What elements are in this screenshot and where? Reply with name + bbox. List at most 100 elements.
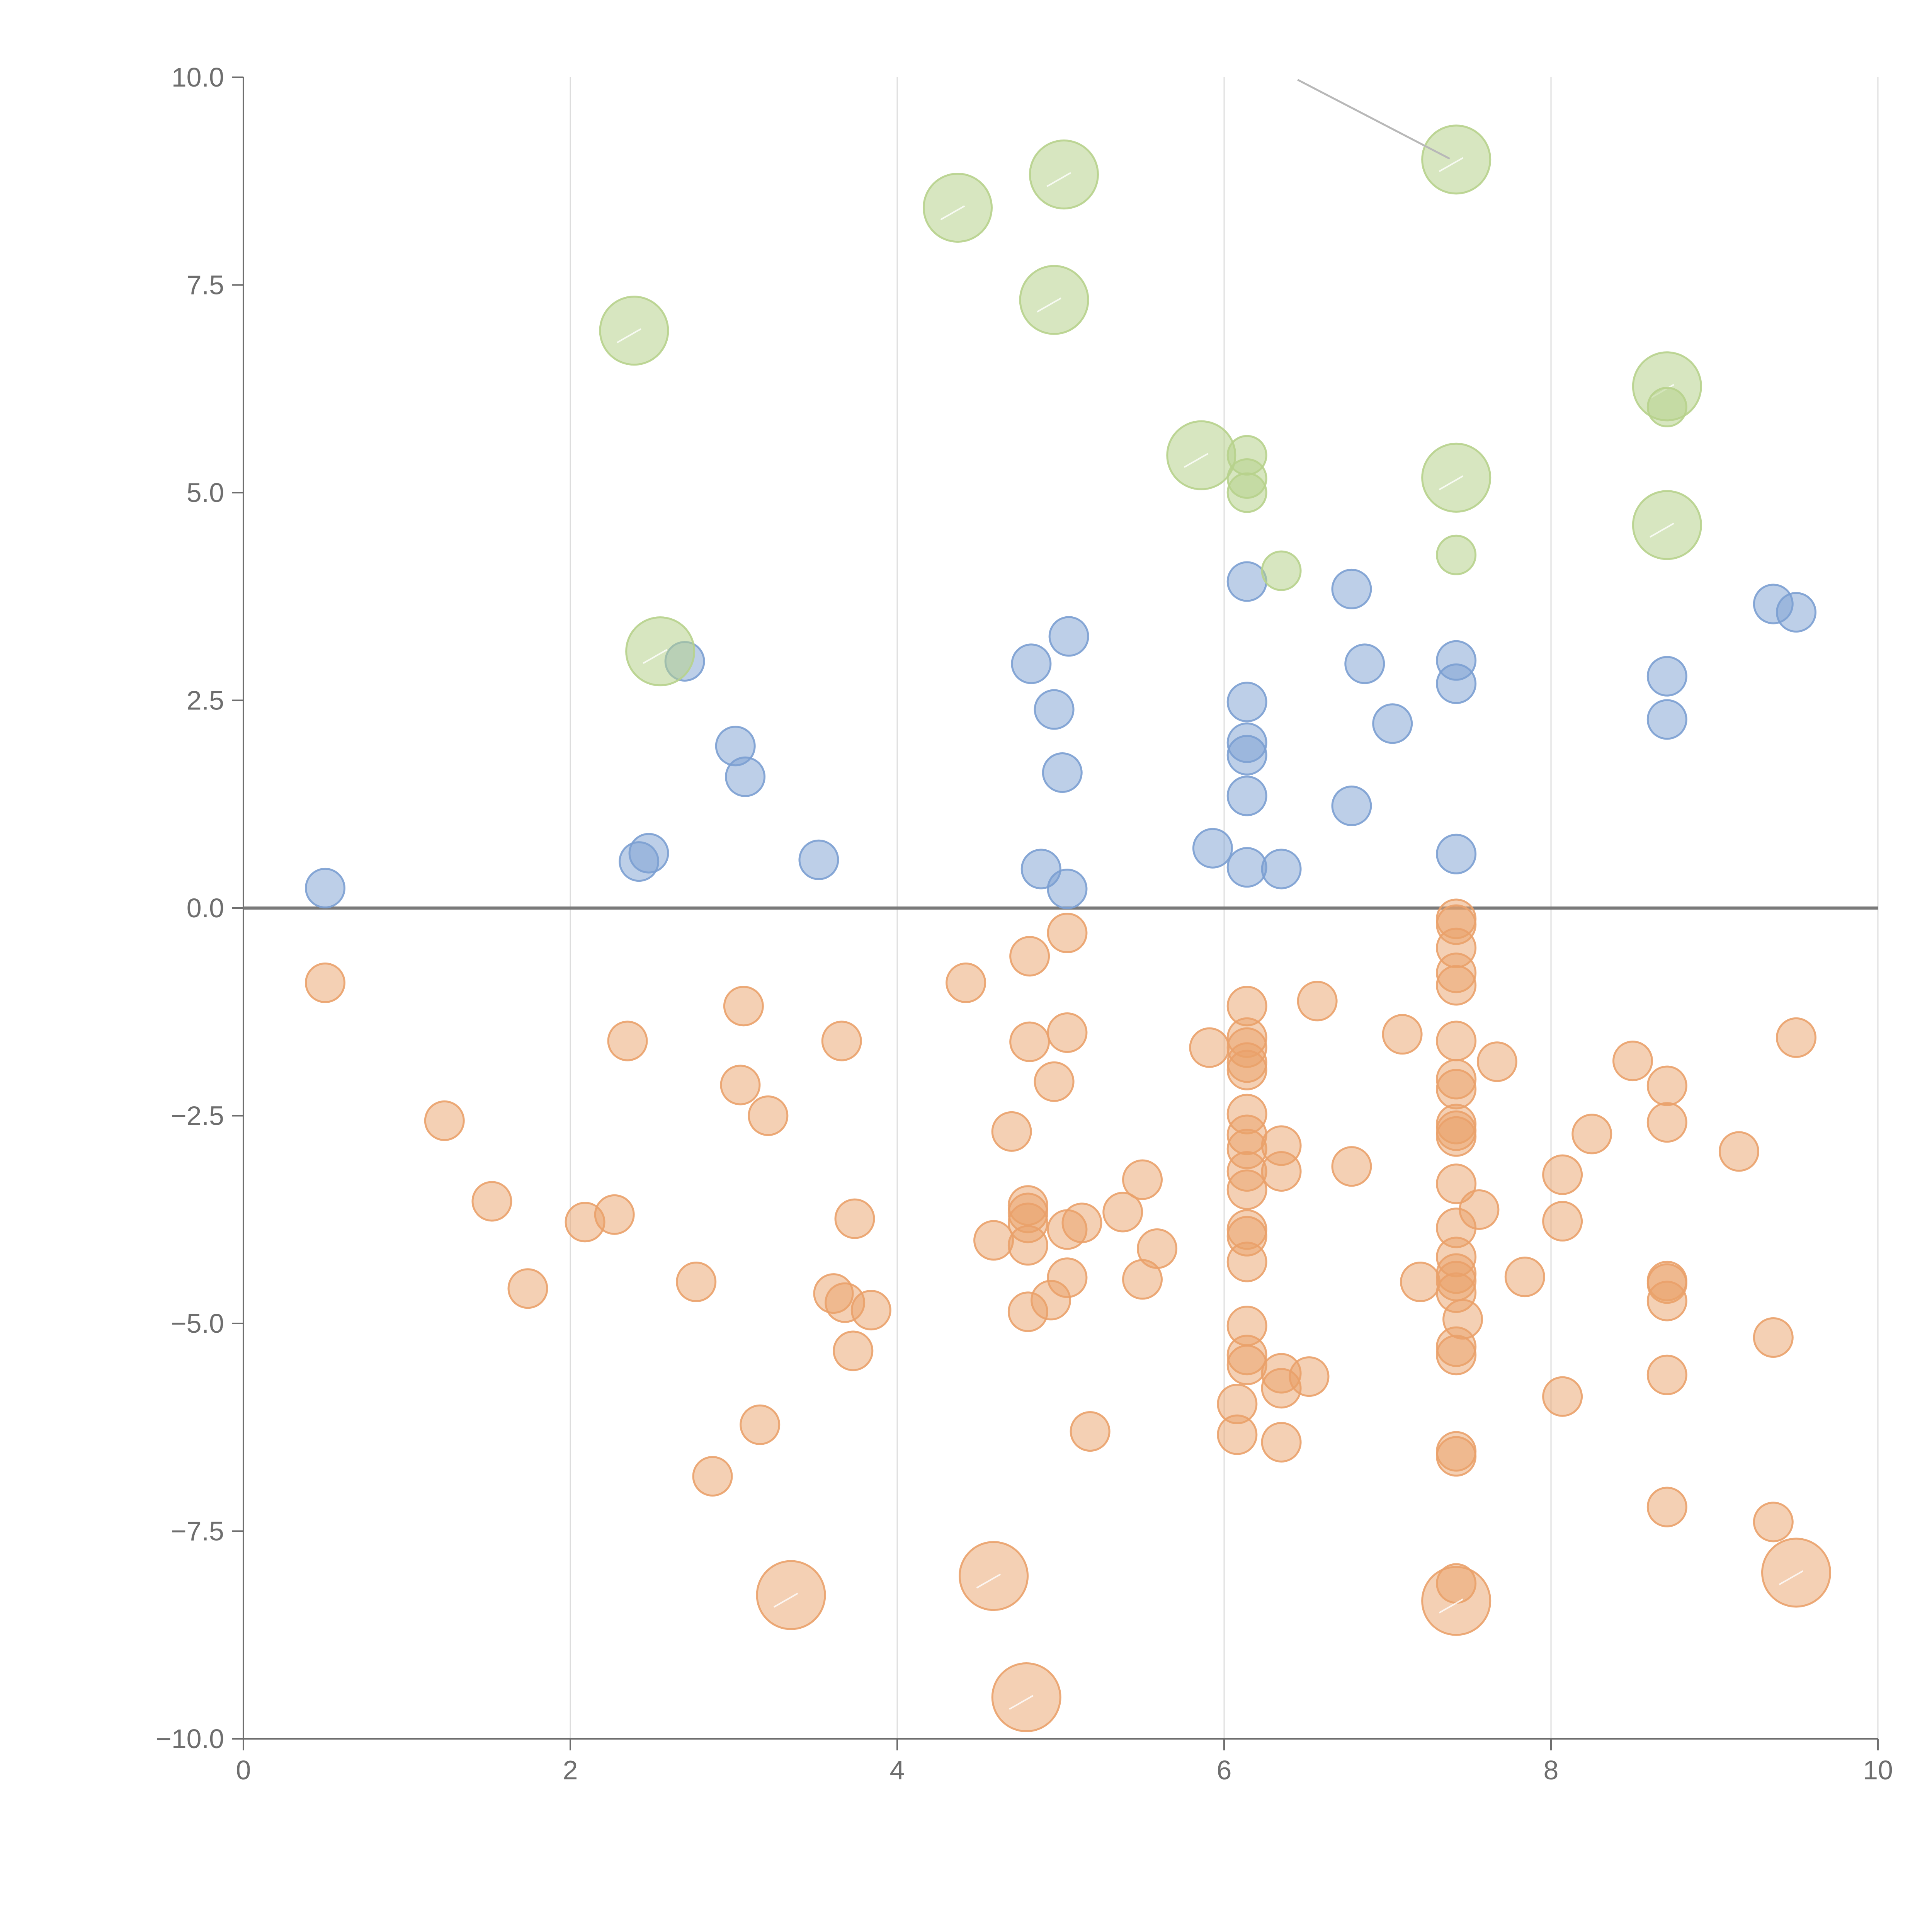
point-negative xyxy=(676,1262,717,1302)
point-negative xyxy=(748,1095,789,1136)
point-positive xyxy=(1331,786,1372,827)
point-negative xyxy=(1400,1262,1441,1302)
point-extreme xyxy=(1421,124,1492,195)
annotation-leader-line xyxy=(1297,79,1450,160)
point-extreme xyxy=(1436,534,1477,575)
point-negative xyxy=(1436,1436,1477,1477)
x-tick-label: 8 xyxy=(1544,1755,1559,1785)
point-negative xyxy=(1442,1299,1483,1340)
point-negative xyxy=(1331,1146,1372,1187)
y-tick-label: −5.0 xyxy=(171,1308,224,1338)
axis-layer: 0 2 4 6 8 10 10.0 7.5 5.0 2.5 0.0 −2.5 −5.0 −7.5 −10.0 xyxy=(156,62,1893,1785)
point-positive xyxy=(1192,828,1233,869)
point-negative xyxy=(1261,1422,1302,1463)
bubble-highlight xyxy=(976,1573,1001,1589)
point-negative xyxy=(946,963,986,1003)
annotation-layer xyxy=(1297,79,1450,160)
point-positive xyxy=(1226,776,1267,816)
bubble-highlight xyxy=(1779,1570,1804,1585)
point-extreme xyxy=(1646,387,1687,428)
point-negative xyxy=(723,986,764,1027)
point-extreme xyxy=(1261,550,1302,591)
x-tick-label: 2 xyxy=(563,1755,578,1785)
bubble-highlight xyxy=(1439,475,1464,490)
point-negative xyxy=(1476,1041,1517,1082)
point-negative xyxy=(1776,1017,1816,1058)
point-positive xyxy=(1226,561,1267,602)
point-negative xyxy=(1436,1335,1477,1376)
point-positive xyxy=(628,833,669,874)
point-positive xyxy=(1042,752,1083,793)
point-extreme xyxy=(1226,472,1267,513)
point-positive xyxy=(305,867,345,908)
point-positive xyxy=(1436,663,1477,704)
point-extreme xyxy=(1029,139,1099,210)
point-negative xyxy=(1761,1537,1832,1608)
point-extreme xyxy=(1421,442,1492,513)
y-tick-label: 2.5 xyxy=(187,685,224,716)
point-negative xyxy=(1226,1345,1267,1385)
point-negative xyxy=(1436,1020,1477,1061)
point-negative xyxy=(1436,965,1477,1006)
point-negative xyxy=(1646,1486,1687,1527)
bubble-highlight xyxy=(1009,1695,1034,1710)
point-negative xyxy=(1047,1257,1088,1298)
point-negative xyxy=(1504,1257,1545,1298)
bubble-highlight xyxy=(940,205,965,221)
point-negative xyxy=(1102,1192,1143,1233)
x-tick-label: 6 xyxy=(1217,1755,1232,1785)
point-negative xyxy=(1122,1159,1163,1200)
point-negative xyxy=(1047,1012,1088,1053)
point-negative xyxy=(507,1268,548,1309)
point-negative xyxy=(1009,936,1050,977)
point-positive xyxy=(1331,568,1372,609)
point-negative xyxy=(1034,1061,1075,1102)
point-negative xyxy=(1753,1317,1794,1358)
bubble-highlight xyxy=(1037,298,1061,313)
point-negative xyxy=(1459,1189,1500,1230)
point-extreme xyxy=(625,616,696,687)
point-negative xyxy=(1189,1027,1230,1068)
bubble-highlight xyxy=(1046,172,1071,187)
point-negative xyxy=(594,1194,635,1235)
point-positive xyxy=(1034,689,1075,730)
point-negative xyxy=(973,1220,1014,1261)
point-positive xyxy=(798,839,839,880)
point-negative xyxy=(1226,1242,1267,1282)
point-positive xyxy=(1646,656,1687,697)
point-negative xyxy=(1007,1225,1048,1266)
point-extreme xyxy=(922,173,993,243)
point-positive xyxy=(1047,869,1088,910)
point-negative xyxy=(1542,1376,1583,1417)
point-negative xyxy=(1646,1354,1687,1395)
point-negative xyxy=(1612,1041,1653,1082)
point-negative xyxy=(471,1181,512,1222)
point-negative xyxy=(1646,1281,1687,1321)
point-negative xyxy=(1261,1151,1302,1192)
point-negative xyxy=(1436,1163,1477,1204)
bubble-highlight xyxy=(774,1592,798,1608)
point-negative xyxy=(1226,1169,1267,1210)
point-negative xyxy=(1646,1065,1687,1106)
point-negative xyxy=(1009,1021,1050,1062)
y-tick-label: 7.5 xyxy=(187,270,224,300)
point-negative xyxy=(1047,913,1088,953)
y-tick-label: −2.5 xyxy=(171,1101,224,1131)
point-negative xyxy=(1226,1049,1267,1090)
point-positive xyxy=(1226,735,1267,776)
point-negative xyxy=(756,1560,826,1630)
point-positive xyxy=(1011,643,1052,684)
point-negative xyxy=(740,1404,781,1445)
point-negative xyxy=(1297,981,1338,1022)
point-negative xyxy=(424,1100,465,1141)
point-positive xyxy=(1344,643,1385,684)
point-negative xyxy=(720,1065,761,1105)
point-negative xyxy=(821,1020,862,1061)
x-tick-label: 10 xyxy=(1863,1755,1893,1785)
point-positive xyxy=(1261,849,1302,889)
point-negative xyxy=(305,963,345,1003)
y-tick-label: 0.0 xyxy=(187,893,224,923)
point-negative xyxy=(1646,1102,1687,1143)
point-negative xyxy=(1070,1411,1111,1452)
